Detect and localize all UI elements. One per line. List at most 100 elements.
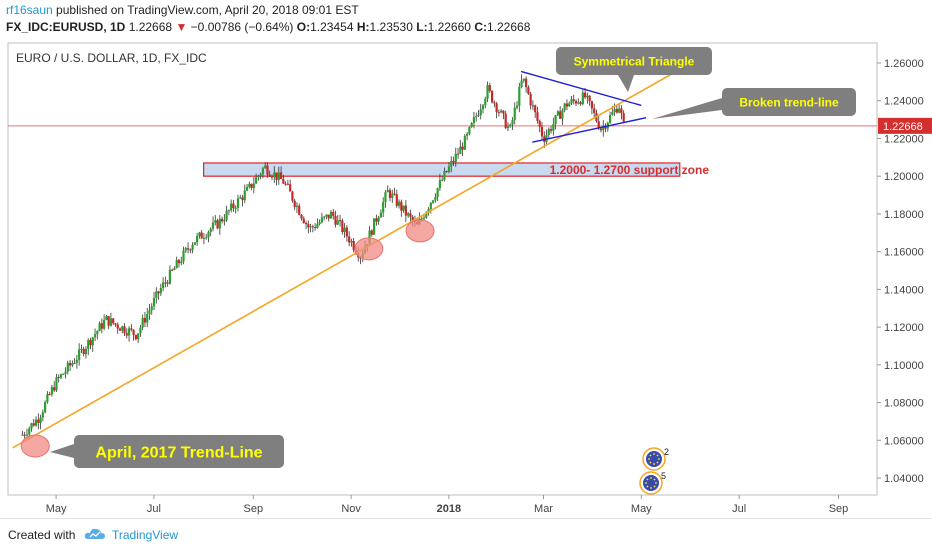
candle-body (343, 227, 346, 233)
candle-body (481, 105, 485, 110)
candle-body (273, 172, 276, 178)
candle-body (336, 220, 339, 225)
candle-body (373, 218, 376, 235)
candle-body (180, 261, 183, 264)
drawings-group: 1.2000- 1.2700 support zone Symmetrical T… (12, 47, 856, 468)
candle-body (316, 224, 319, 228)
candle-body (434, 197, 437, 201)
flag-star (658, 458, 660, 460)
candle-body (531, 105, 535, 107)
candle-body (125, 333, 128, 336)
candle-body (493, 102, 496, 104)
candle-body (393, 193, 396, 195)
flag-star (653, 453, 655, 455)
candle-body (429, 202, 432, 210)
candle-body (388, 190, 392, 198)
flag-star (648, 458, 650, 460)
candle-body (620, 108, 623, 114)
candle-body (513, 107, 516, 120)
candle-body (504, 113, 507, 129)
candle-body (484, 98, 487, 106)
candle-body (209, 228, 212, 233)
candle-body (44, 402, 47, 413)
candle-body (25, 434, 29, 436)
candle-body (588, 95, 591, 102)
candle-body (572, 99, 575, 101)
candle-body (75, 359, 78, 364)
candle-body (622, 113, 625, 122)
flag-star (646, 478, 649, 481)
open-value: 1.23454 (310, 20, 354, 34)
candle-body (39, 417, 42, 423)
candle-body (186, 248, 190, 250)
candle-body (565, 103, 569, 107)
candle-body (227, 210, 230, 212)
candle-body (479, 109, 482, 115)
x-tick-label: Sep (244, 503, 264, 515)
candle-body (182, 250, 185, 262)
candle-body (409, 213, 412, 217)
candle-body (604, 126, 607, 129)
candle-body (166, 282, 169, 284)
candle-body (146, 314, 149, 323)
tradingview-brand-link[interactable]: TradingView (112, 528, 179, 542)
published-text: published on TradingView.com, April 20, … (56, 3, 359, 17)
candle-body (518, 87, 521, 106)
candle-body (463, 135, 466, 150)
candle-body (611, 111, 614, 115)
candle-body (205, 237, 208, 239)
flag-star (650, 487, 652, 489)
candle-body (239, 197, 242, 199)
author-link[interactable]: rf16saun (6, 3, 53, 17)
candle-body (391, 193, 394, 198)
x-tick-label: Sep (829, 503, 849, 515)
candle-body (286, 183, 289, 185)
y-tick-label: 1.10000 (884, 360, 924, 372)
candle-body (164, 282, 167, 284)
candle-body (105, 316, 108, 320)
candle-body (345, 227, 348, 237)
flag-star (655, 482, 657, 484)
callout-pointer (50, 444, 74, 458)
candle-body (291, 191, 294, 201)
candle-body (320, 217, 324, 223)
candle-body (304, 222, 308, 224)
candle-body (314, 227, 317, 229)
candle-body (411, 216, 414, 222)
candle-body (540, 126, 544, 137)
candle-body (506, 126, 510, 129)
candle-body (261, 168, 265, 175)
candle-body (586, 95, 589, 98)
candle-body (475, 116, 478, 118)
candle-body (193, 242, 196, 245)
last-price: 1.22668 (128, 20, 173, 34)
candle-body (53, 387, 56, 391)
candle-body (577, 102, 580, 104)
candle-body (593, 108, 596, 113)
candle-body (352, 240, 355, 250)
candle-body (141, 317, 144, 328)
candle-body (500, 110, 503, 113)
candle-body (137, 333, 140, 340)
candle-body (547, 129, 550, 135)
candle-body (214, 220, 217, 223)
candle-body (80, 348, 83, 350)
candle-body (486, 85, 489, 99)
candle-body (400, 201, 403, 211)
close-value: 1.22668 (486, 20, 531, 34)
candle-body (404, 205, 407, 216)
candle-body (243, 190, 246, 201)
candle-body (538, 120, 541, 127)
candle-body (116, 324, 119, 329)
candle-body (82, 348, 85, 355)
candle-body (309, 226, 312, 228)
x-tick-label: May (631, 503, 652, 515)
flag-star (653, 463, 655, 465)
price-chart[interactable]: 1.26000 1.24000 1.22000 1.20000 1.18000 1.160… (0, 0, 932, 518)
candle-body (241, 197, 244, 201)
candle-body (386, 190, 389, 193)
candle-body (502, 110, 505, 114)
candle-body (527, 87, 530, 94)
x-tick-label: Jul (732, 503, 746, 515)
low-label: L: (416, 20, 428, 34)
